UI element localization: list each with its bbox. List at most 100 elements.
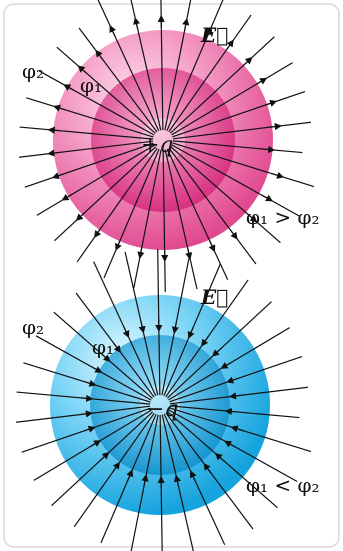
field-line-negative-arrow xyxy=(187,326,195,339)
field-line-positive-arrow xyxy=(137,246,145,260)
field-line-negative-arrow xyxy=(83,425,96,433)
field-line-positive-arrow xyxy=(225,39,234,51)
field-line-negative-arrow xyxy=(220,361,232,369)
positive-charge-diagram: +q E⃗ φ₂ φ₁ φ₁ > φ₂ xyxy=(18,0,320,292)
field-line-positive-arrow xyxy=(256,77,268,85)
field-line-negative-arrow xyxy=(228,392,242,400)
field-line-positive-arrow xyxy=(271,171,285,179)
inner-potential-label-negative: φ₁ xyxy=(92,335,114,359)
potential-relation-negative: φ₁ < φ₂ xyxy=(246,473,320,497)
field-line-positive-arrow xyxy=(265,99,278,107)
field-line-positive-arrow xyxy=(229,228,238,240)
field-line-negative-arrow xyxy=(91,366,103,373)
field-line-positive-arrow xyxy=(75,212,86,221)
field-line-positive-line xyxy=(166,148,229,281)
field-line-negative-arrow xyxy=(226,376,239,384)
field-line-positive-line xyxy=(172,142,315,188)
field-line-positive-line xyxy=(168,147,257,265)
field-line-positive-line xyxy=(162,149,166,292)
field-line-positive-arrow xyxy=(61,193,73,201)
field-line-positive-line xyxy=(172,90,306,138)
field-line-positive-line xyxy=(56,46,156,134)
field-lines-negative xyxy=(15,249,312,551)
field-line-positive-line xyxy=(169,36,275,134)
field-line-positive-line xyxy=(97,0,160,132)
field-lines-positive xyxy=(18,0,315,292)
field-line-positive-line xyxy=(171,144,301,218)
field-line-positive-line xyxy=(160,0,164,131)
field-line-negative-arrow xyxy=(81,394,94,402)
field-line-negative-arrow xyxy=(126,469,133,482)
field-line-positive-line xyxy=(103,148,160,279)
field-line-positive-line xyxy=(164,0,192,131)
field-vector-label-positive: E⃗ xyxy=(200,23,228,47)
field-line-negative-arrow xyxy=(230,425,244,433)
field-line-positive-line xyxy=(171,62,293,136)
field-line-positive-arrow xyxy=(95,49,104,60)
field-line-positive-line xyxy=(19,126,154,140)
field-line-negative-arrow xyxy=(224,440,236,448)
inner-equipotential-sphere-positive xyxy=(91,68,235,212)
field-line-positive-arrow xyxy=(109,24,117,38)
field-line-positive-arrow xyxy=(205,26,213,39)
field-line-positive-arrow xyxy=(51,172,64,180)
field-line-negative-arrow xyxy=(211,347,222,357)
field-line-negative-arrow xyxy=(138,320,146,334)
field-line-positive-line xyxy=(76,147,158,263)
potential-relation-positive: φ₁ > φ₂ xyxy=(246,205,320,229)
field-line-negative-arrow xyxy=(173,474,181,488)
field-line-negative-arrow xyxy=(224,407,237,416)
outer-potential-label-negative: φ₂ xyxy=(22,315,44,339)
field-line-positive-line xyxy=(38,70,155,136)
field-line-positive-line xyxy=(36,144,155,216)
field-line-negative-arrow xyxy=(189,470,197,483)
field-line-negative-arrow xyxy=(113,343,122,353)
field-line-positive-arrow xyxy=(77,65,87,74)
field-line-positive-arrow xyxy=(47,149,60,157)
field-line-negative-arrow xyxy=(101,353,111,362)
field-line-positive-line xyxy=(170,146,281,244)
field-line-negative-arrow xyxy=(203,462,212,474)
field-line-positive-line xyxy=(18,140,154,158)
inner-potential-label-positive: φ₁ xyxy=(80,73,102,97)
outer-potential-label-positive: φ₂ xyxy=(22,59,44,83)
field-line-negative-arrow xyxy=(99,451,110,461)
field-line-negative-arrow xyxy=(90,440,102,447)
field-line-positive-line xyxy=(172,140,303,154)
field-line-positive-line xyxy=(164,149,198,290)
field-line-positive-line xyxy=(130,0,162,131)
field-line-positive-arrow xyxy=(115,239,122,251)
field-line-positive-line xyxy=(26,97,154,138)
field-line-positive-line xyxy=(166,0,224,132)
field-line-negative-arrow xyxy=(201,335,209,347)
field-vector-label-negative: E⃗ xyxy=(200,285,228,309)
field-line-negative-arrow xyxy=(84,379,97,387)
field-line-positive-arrow xyxy=(47,126,60,134)
field-line-negative-arrow xyxy=(141,474,149,487)
field-line-positive-arrow xyxy=(52,104,65,112)
field-line-positive-line xyxy=(172,121,312,140)
field-line-positive-arrow xyxy=(208,240,216,253)
field-line-positive-arrow xyxy=(261,194,274,202)
charge-label-negative: −q xyxy=(146,397,179,422)
negative-charge-diagram: −q E⃗ φ₂ φ₁ φ₁ < φ₂ xyxy=(15,249,320,551)
field-line-negative-arrow xyxy=(112,461,121,473)
field-line-positive-line xyxy=(168,14,252,133)
field-line-negative-arrow xyxy=(122,325,130,339)
field-line-positive-arrow xyxy=(182,17,190,31)
charge-label-positive: +q xyxy=(141,133,174,158)
field-line-positive-arrow xyxy=(63,84,75,91)
field-line-positive-line xyxy=(24,142,154,188)
field-line-negative-arrow xyxy=(214,452,225,462)
field-line-negative-arrow xyxy=(171,321,179,335)
field-line-positive-arrow xyxy=(242,56,253,67)
field-line-positive-line xyxy=(78,27,158,133)
field-line-positive-arrow xyxy=(133,17,141,30)
panel-border xyxy=(3,3,340,548)
inner-equipotential-sphere-negative xyxy=(90,335,230,475)
field-line-positive-arrow xyxy=(263,145,276,154)
field-line-negative-arrow xyxy=(80,410,94,418)
field-line-positive-arrow xyxy=(247,213,258,223)
